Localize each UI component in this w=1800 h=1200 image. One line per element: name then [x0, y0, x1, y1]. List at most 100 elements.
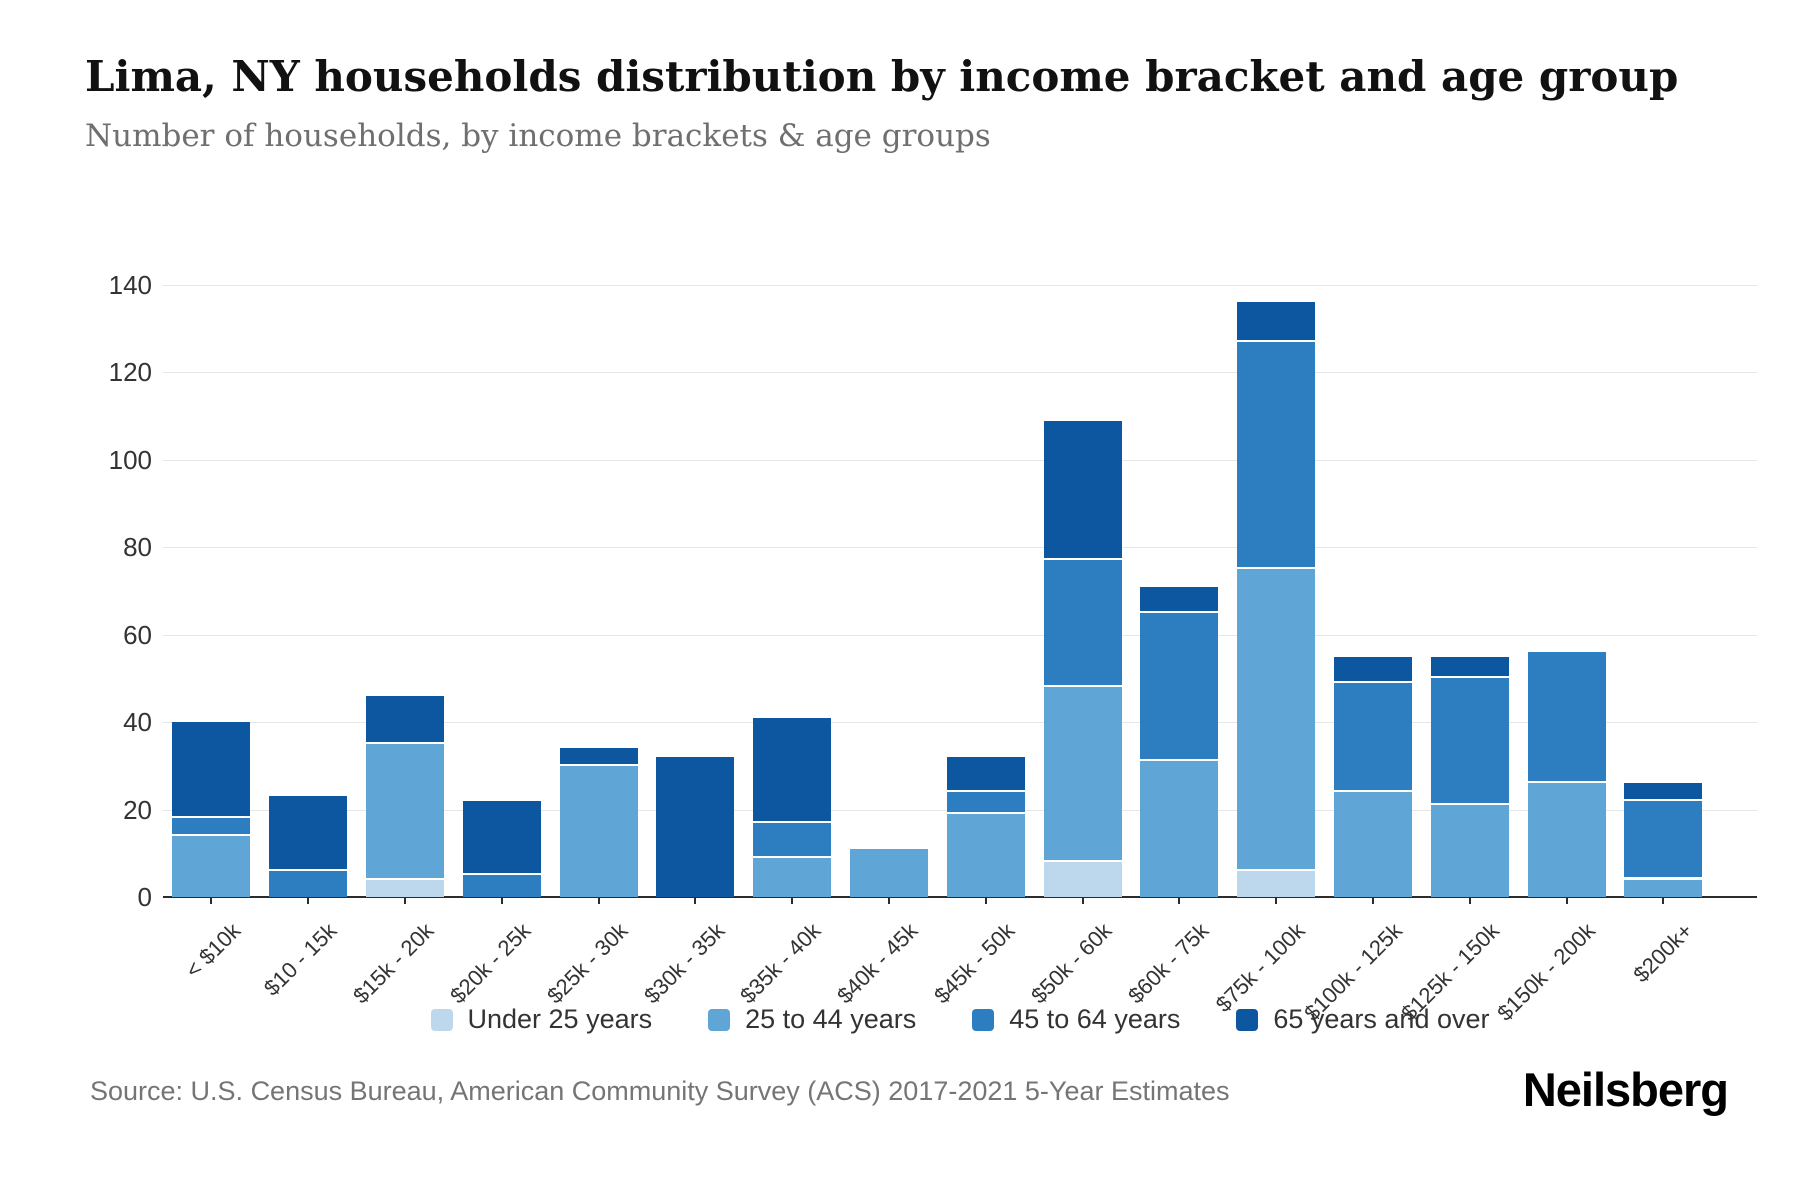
bar-segment[interactable] [1140, 761, 1219, 897]
legend-swatch-icon [430, 1008, 453, 1031]
y-axis-tick-label: 80 [123, 532, 152, 563]
legend-item[interactable]: Under 25 years [430, 1004, 653, 1035]
bar-segment[interactable] [462, 800, 541, 876]
x-axis-category-label: < $10k [180, 918, 246, 983]
gridline-40 [163, 722, 1757, 724]
x-axis-category-label: $30k - 35k [638, 918, 730, 1009]
x-axis-tick [791, 898, 794, 904]
bar-segment[interactable] [1237, 569, 1316, 871]
y-axis-tick-label: 140 [108, 269, 152, 300]
x-axis-category-label: $75k - 100k [1210, 918, 1310, 1017]
bar-segment[interactable] [559, 748, 638, 766]
bar-segment[interactable] [656, 757, 735, 897]
legend-label: 45 to 64 years [1009, 1004, 1181, 1034]
bar-segment[interactable] [1237, 341, 1316, 570]
bar-segment[interactable] [1043, 687, 1122, 863]
chart-subtitle: Number of households, by income brackets… [85, 118, 991, 154]
x-axis-tick [500, 898, 503, 904]
legend-swatch-icon [1236, 1008, 1259, 1031]
y-axis-tick-label: 20 [123, 794, 152, 825]
y-axis-tick-label: 40 [123, 707, 152, 738]
x-axis-category-label: $45k - 50k [929, 918, 1020, 1009]
x-axis-tick [1275, 898, 1278, 904]
x-axis-line [163, 896, 1757, 898]
x-axis-category-label: $25k - 30k [541, 918, 633, 1009]
x-axis-category-label: $50k - 60k [1025, 918, 1117, 1009]
x-axis-category-label: $60k - 75k [1122, 918, 1214, 1009]
bar-segment[interactable] [1334, 682, 1412, 793]
legend: Under 25 years 25 to 44 years 45 to 64 yea… [0, 1004, 1800, 1035]
bar-segment[interactable] [1430, 678, 1509, 806]
y-axis-tick-label: 100 [108, 444, 152, 475]
bar-segment[interactable] [1527, 783, 1606, 897]
bar-segment[interactable] [172, 835, 251, 897]
gridline-60 [163, 634, 1757, 636]
bar-segment[interactable] [753, 857, 832, 897]
bar-segment[interactable] [366, 743, 444, 880]
source-note: Source: U.S. Census Bureau, American Com… [90, 1076, 1230, 1106]
bar-segment[interactable] [753, 822, 832, 858]
legend-label: Under 25 years [467, 1004, 653, 1034]
gridline-120 [163, 372, 1757, 374]
bar-segment[interactable] [1624, 783, 1703, 801]
bar-segment[interactable] [269, 796, 348, 871]
bar-segment[interactable] [462, 875, 541, 897]
x-axis-category-label: $15k - 20k [348, 918, 439, 1009]
chart-title: Lima, NY households distribution by inco… [85, 52, 1679, 101]
bar-segment[interactable] [1043, 560, 1122, 688]
x-axis-category-label: $200k+ [1627, 918, 1698, 988]
x-axis-tick [1468, 898, 1471, 904]
bar-segment[interactable] [1140, 612, 1219, 762]
bar-segment[interactable] [1527, 652, 1606, 784]
bar-segment[interactable] [1430, 805, 1509, 897]
bar-segment[interactable] [1334, 656, 1412, 683]
legend-item[interactable]: 65 years and over [1236, 1004, 1490, 1035]
bar-segment[interactable] [753, 717, 832, 823]
x-axis-category-label: $40k - 45k [832, 918, 923, 1009]
x-axis-tick [888, 898, 890, 904]
bar-segment[interactable] [366, 695, 444, 744]
legend-item[interactable]: 25 to 44 years [708, 1004, 916, 1035]
bar-segment[interactable] [1430, 656, 1509, 679]
x-axis-category-label: $20k - 25k [445, 918, 536, 1009]
x-axis-category-label: $10 - 15k [259, 918, 342, 1001]
gridline-100 [163, 459, 1757, 461]
x-axis-tick [1565, 898, 1568, 904]
x-axis-tick [210, 898, 213, 904]
bar-segment[interactable] [269, 870, 348, 897]
bar-segment[interactable] [1334, 792, 1412, 897]
neilsberg-logo: Neilsberg [1522, 1063, 1729, 1116]
bar-segment[interactable] [1043, 862, 1122, 897]
y-axis-tick-label: 60 [123, 619, 152, 650]
bar-segment[interactable] [946, 792, 1025, 814]
x-axis-category-label: $35k - 40k [735, 918, 826, 1009]
legend-swatch-icon [708, 1008, 731, 1031]
bar-segment[interactable] [1140, 586, 1219, 613]
bar-segment[interactable] [172, 818, 251, 836]
bar-segment[interactable] [1624, 800, 1703, 880]
legend-label: 25 to 44 years [745, 1004, 917, 1034]
bar-segment[interactable] [850, 848, 928, 897]
bar-segment[interactable] [1624, 879, 1703, 897]
y-axis-tick-label: 120 [108, 357, 152, 388]
x-axis-tick [1081, 898, 1084, 904]
x-axis-tick [404, 898, 406, 904]
bar-segment[interactable] [172, 722, 251, 819]
gridline-140 [163, 284, 1757, 286]
bar-segment[interactable] [1237, 302, 1316, 342]
bar-segment[interactable] [366, 879, 444, 897]
gridline-80 [163, 547, 1757, 549]
x-axis-tick [694, 898, 697, 904]
legend-label: 65 years and over [1273, 1004, 1490, 1034]
bar-segment[interactable] [559, 765, 638, 897]
y-axis-tick-label: 0 [137, 882, 152, 912]
bar-segment[interactable] [1043, 420, 1122, 561]
legend-swatch-icon [972, 1008, 995, 1031]
bar-segment[interactable] [946, 757, 1025, 793]
bar-segment[interactable] [946, 813, 1025, 897]
x-axis-tick [984, 898, 987, 904]
bar-segment[interactable] [1237, 870, 1316, 897]
x-axis-tick [1178, 898, 1181, 904]
legend-item[interactable]: 45 to 64 years [972, 1004, 1180, 1035]
